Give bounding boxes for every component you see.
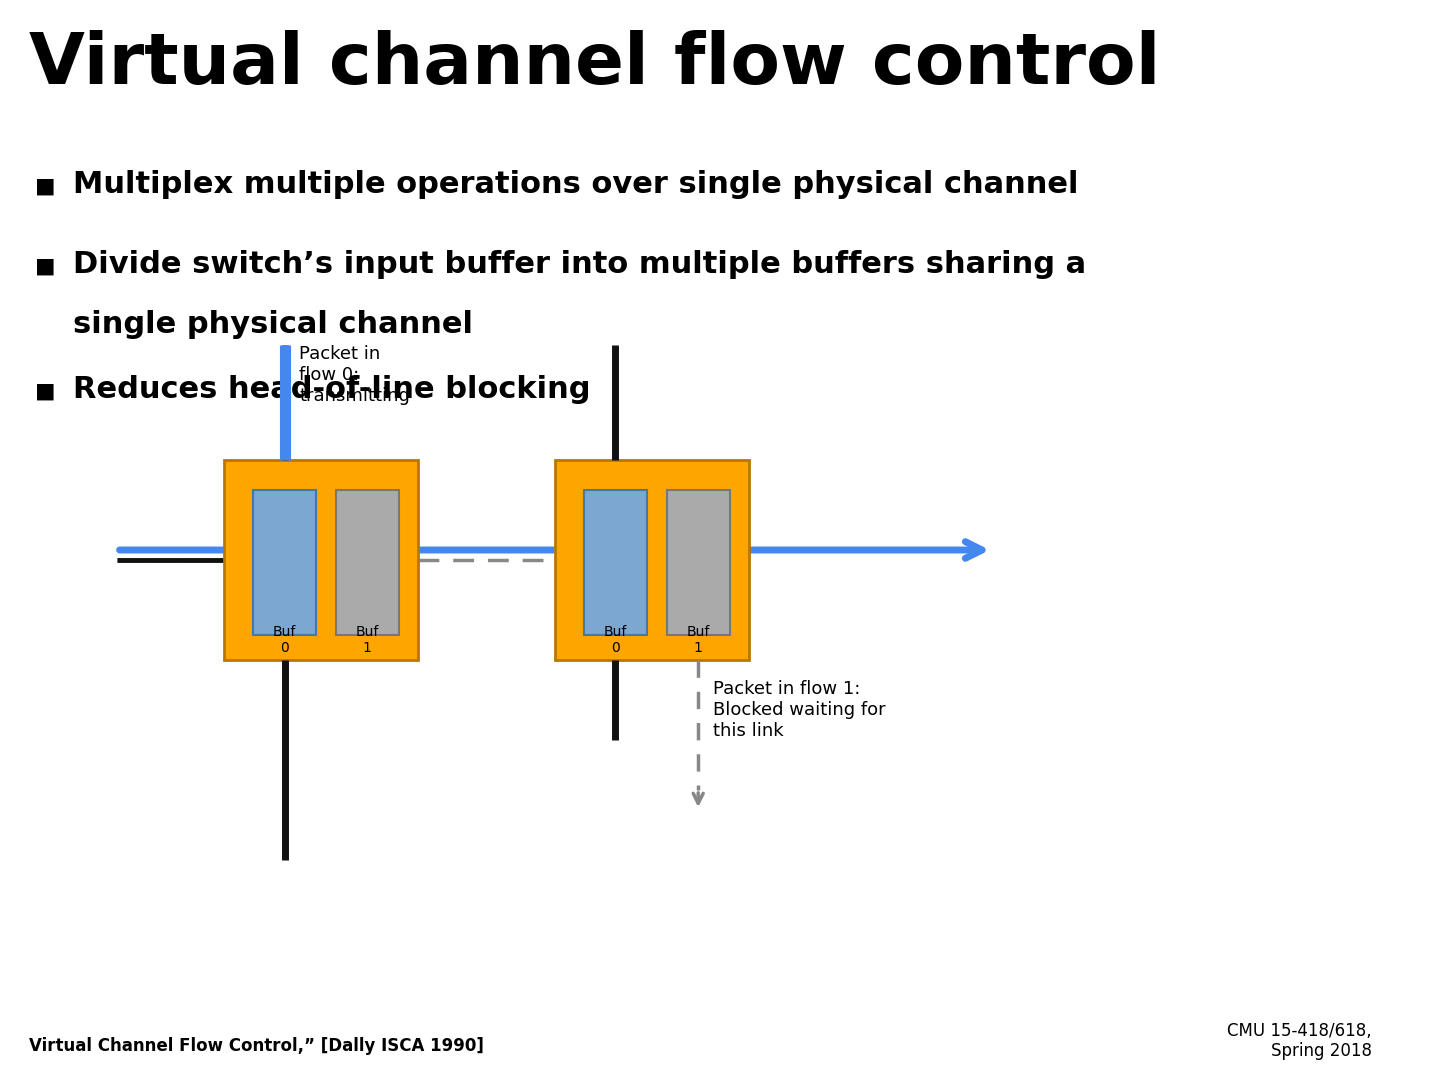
Text: CMU 15-418/618,: CMU 15-418/618, [1227, 1022, 1372, 1040]
Text: Buf
1: Buf 1 [687, 625, 710, 654]
Text: Multiplex multiple operations over single physical channel: Multiplex multiple operations over singl… [73, 170, 1079, 199]
Text: Virtual Channel Flow Control,” [Dally ISCA 1990]: Virtual Channel Flow Control,” [Dally IS… [29, 1037, 484, 1055]
Text: Virtual channel flow control: Virtual channel flow control [29, 30, 1161, 99]
Text: Buf
1: Buf 1 [356, 625, 379, 654]
Bar [667, 490, 730, 635]
Text: ▪: ▪ [35, 170, 56, 203]
Text: Divide switch’s input buffer into multiple buffers sharing a: Divide switch’s input buffer into multip… [73, 249, 1086, 279]
Text: Packet in flow 1:
Blocked waiting for
this link: Packet in flow 1: Blocked waiting for th… [713, 680, 886, 740]
Bar [336, 490, 399, 635]
Text: ▪: ▪ [35, 249, 56, 283]
Text: ▪: ▪ [35, 375, 56, 408]
Text: Spring 2018: Spring 2018 [1272, 1042, 1372, 1059]
Bar [554, 460, 749, 660]
Text: Reduces head-of-line blocking: Reduces head-of-line blocking [73, 375, 590, 404]
Text: single physical channel: single physical channel [73, 310, 472, 339]
Bar [223, 460, 419, 660]
Bar [253, 490, 317, 635]
Text: Packet in
flow 0:
transmitting: Packet in flow 0: transmitting [300, 345, 410, 405]
Text: Buf
0: Buf 0 [274, 625, 297, 654]
Text: Buf
0: Buf 0 [603, 625, 628, 654]
Bar [583, 490, 647, 635]
